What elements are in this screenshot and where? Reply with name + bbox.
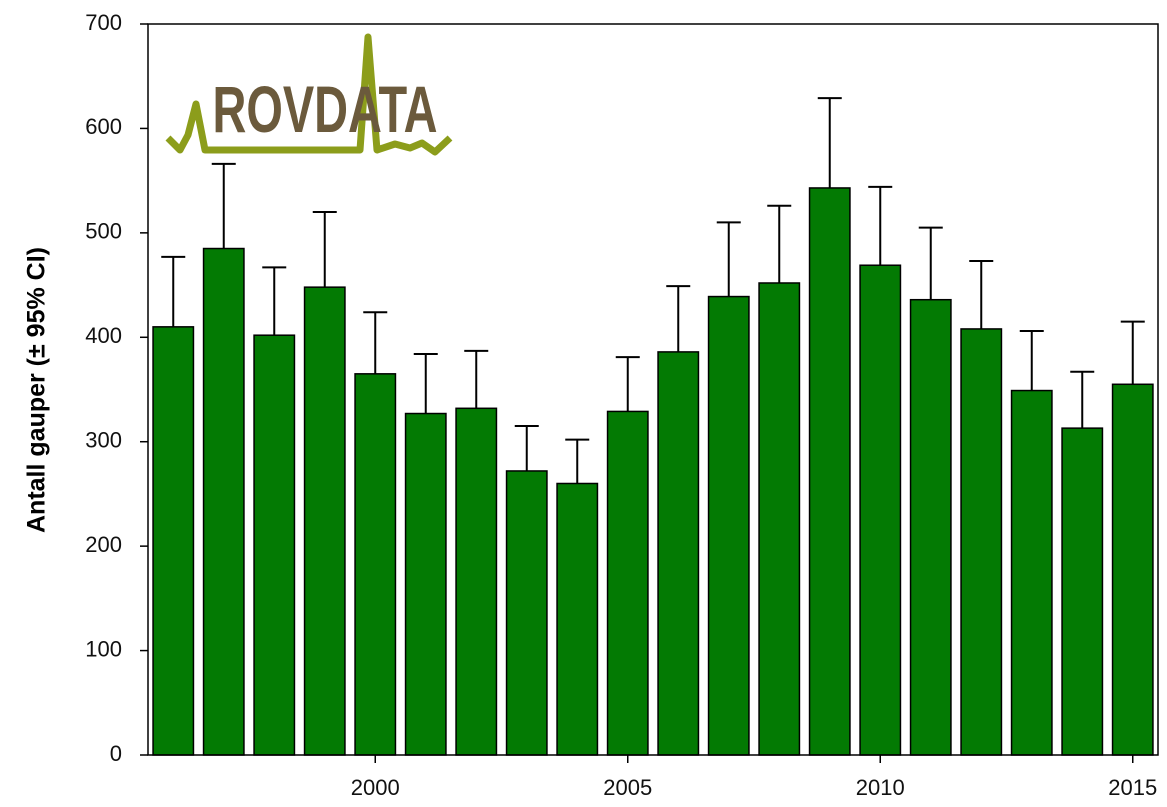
bar — [1010, 389, 1053, 756]
y-tick-label: 0 — [110, 741, 122, 766]
y-tick-label: 300 — [85, 428, 122, 453]
x-tick-label: 2005 — [603, 775, 652, 800]
bar — [707, 295, 750, 756]
bar — [808, 187, 851, 756]
y-tick-label: 200 — [85, 532, 122, 557]
bar — [152, 326, 195, 756]
bar — [455, 407, 498, 756]
y-tick-label: 700 — [85, 10, 122, 35]
logo: ROVDATA — [165, 33, 453, 156]
bar — [758, 282, 801, 756]
bar — [556, 482, 599, 756]
bar — [303, 286, 346, 756]
bar — [354, 373, 397, 756]
bar — [505, 470, 548, 756]
y-axis-label: Antall gauper (± 95% CI) — [23, 247, 51, 533]
y-tick-label: 400 — [85, 323, 122, 348]
logo-text: ROVDATA — [213, 72, 438, 146]
bar — [960, 328, 1003, 756]
x-tick-label: 2000 — [351, 775, 400, 800]
y-tick-label: 600 — [85, 114, 122, 139]
x-tick-label: 2010 — [856, 775, 905, 800]
logo-line — [165, 33, 453, 156]
bar — [606, 410, 649, 756]
bar — [1111, 383, 1154, 756]
y-tick-label: 100 — [85, 636, 122, 661]
bar — [657, 351, 700, 756]
bar — [859, 264, 902, 756]
bar — [909, 298, 952, 756]
plot-frame — [147, 23, 1159, 756]
bar — [253, 334, 296, 756]
bar — [202, 247, 245, 756]
x-tick-label: 2015 — [1108, 775, 1157, 800]
bar — [404, 412, 447, 756]
bar — [1061, 427, 1104, 756]
y-tick-label: 500 — [85, 219, 122, 244]
